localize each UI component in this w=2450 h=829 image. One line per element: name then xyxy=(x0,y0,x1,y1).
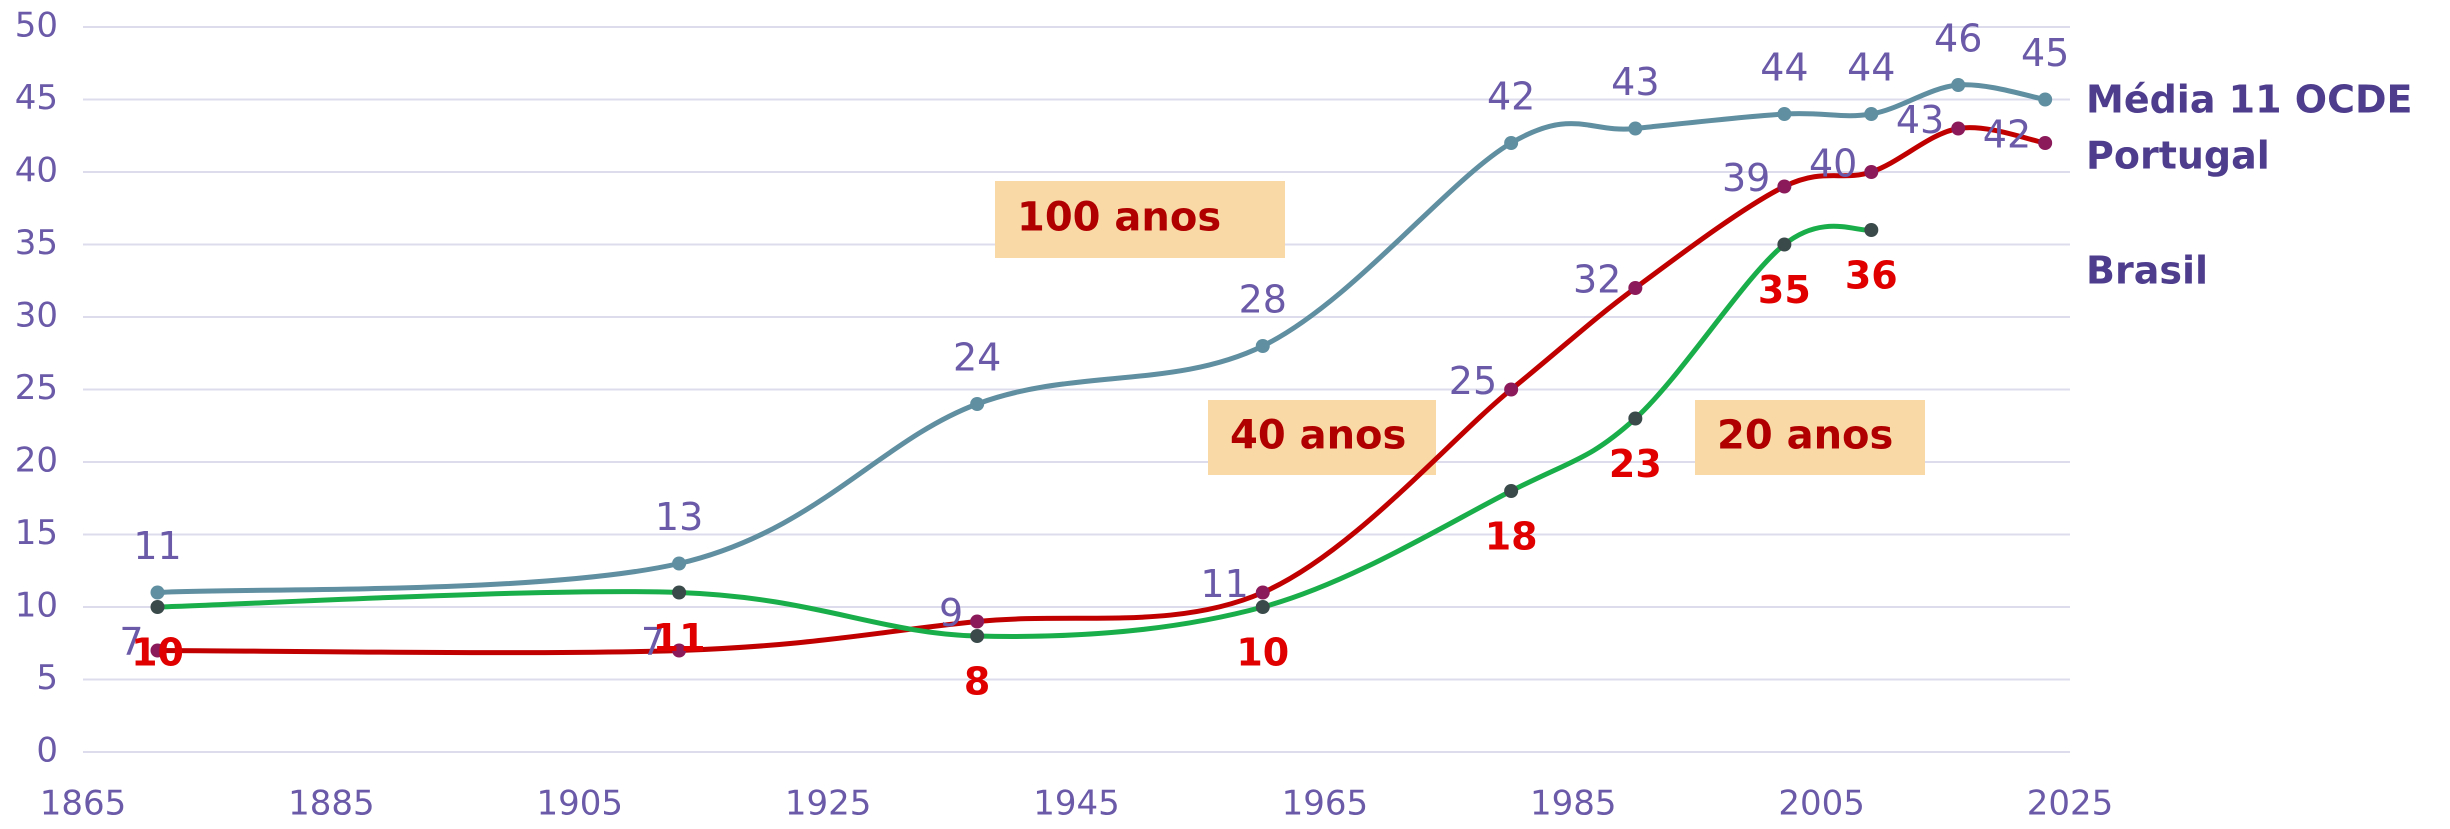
y-tick-label: 50 xyxy=(15,6,58,46)
y-tick-label: 45 xyxy=(15,78,58,118)
data-label: 23 xyxy=(1609,442,1662,486)
data-label: 9 xyxy=(939,591,963,635)
y-tick-label: 35 xyxy=(15,223,58,263)
data-label: 11 xyxy=(1200,562,1248,606)
marker xyxy=(970,397,985,411)
x-tick-label: 1865 xyxy=(40,784,127,824)
legend-label: Brasil xyxy=(2086,249,2208,293)
marker xyxy=(150,643,165,658)
y-tick-label: 20 xyxy=(15,441,58,481)
data-label: 28 xyxy=(1239,278,1287,322)
data-label: 40 xyxy=(1809,142,1857,186)
marker xyxy=(1255,600,1270,614)
marker xyxy=(1777,237,1792,252)
data-label: 7 xyxy=(119,620,143,664)
data-label: 45 xyxy=(2021,31,2069,75)
data-label: 10 xyxy=(1236,631,1289,675)
y-tick-label: 10 xyxy=(15,586,58,626)
data-label: 7 xyxy=(641,620,665,664)
annotation: 40 anos xyxy=(1230,413,1406,459)
data-label: 42 xyxy=(1487,75,1535,119)
y-tick-label: 40 xyxy=(15,151,58,191)
data-label: 13 xyxy=(655,495,703,539)
data-label: 11 xyxy=(133,524,181,568)
y-tick-label: 30 xyxy=(15,296,58,336)
legend-label: Média 11 OCDE xyxy=(2086,78,2413,122)
annotation-box xyxy=(995,181,1285,258)
y-tick-label: 5 xyxy=(36,658,58,698)
x-tick-label: 2025 xyxy=(2027,784,2114,824)
marker xyxy=(1255,585,1270,600)
marker xyxy=(970,614,985,629)
data-label: 39 xyxy=(1722,156,1770,200)
y-tick-label: 15 xyxy=(15,513,58,553)
annotation-box xyxy=(1208,400,1436,475)
data-label: 25 xyxy=(1449,359,1497,403)
marker xyxy=(1255,339,1270,353)
legend-label: Portugal xyxy=(2086,134,2270,178)
data-label: 10 xyxy=(131,631,184,675)
marker xyxy=(1777,107,1792,121)
marker xyxy=(1628,411,1643,426)
marker xyxy=(1864,165,1879,179)
y-tick-label: 0 xyxy=(36,731,58,771)
marker xyxy=(672,556,687,571)
x-tick-label: 1945 xyxy=(1033,784,1120,824)
x-tick-label: 1885 xyxy=(288,784,375,824)
data-label: 43 xyxy=(1896,98,1944,142)
annotation-box xyxy=(1695,400,1925,475)
annotation: 100 anos xyxy=(1017,195,1221,241)
x-tick-label: 2005 xyxy=(1778,784,1865,824)
marker xyxy=(672,643,687,658)
marker xyxy=(1777,179,1792,194)
marker xyxy=(1504,484,1519,498)
data-label: 18 xyxy=(1485,515,1538,559)
data-label: 11 xyxy=(653,616,706,660)
marker xyxy=(150,585,165,600)
y-tick-label: 25 xyxy=(15,368,58,408)
marker xyxy=(1628,281,1643,295)
data-label: 32 xyxy=(1573,258,1621,302)
marker xyxy=(1951,78,1966,92)
marker xyxy=(672,585,687,600)
data-label: 42 xyxy=(1983,113,2031,157)
data-label: 46 xyxy=(1934,17,1982,61)
marker xyxy=(2038,92,2053,107)
data-label: 35 xyxy=(1758,268,1811,312)
marker xyxy=(1951,121,1966,136)
data-label: 43 xyxy=(1611,60,1659,104)
data-label: 44 xyxy=(1760,46,1808,90)
x-tick-label: 1985 xyxy=(1530,784,1617,824)
data-label: 44 xyxy=(1847,46,1895,90)
data-label: 36 xyxy=(1845,254,1898,298)
x-tick-label: 1965 xyxy=(1282,784,1369,824)
marker xyxy=(150,600,165,614)
marker xyxy=(2038,136,2053,150)
x-tick-label: 1925 xyxy=(785,784,872,824)
x-tick-label: 1905 xyxy=(536,784,623,824)
marker xyxy=(1504,136,1519,150)
marker xyxy=(1628,121,1643,136)
marker xyxy=(970,629,985,643)
annotation: 20 anos xyxy=(1717,413,1893,459)
marker xyxy=(1504,382,1519,397)
marker xyxy=(1864,107,1879,121)
data-label: 8 xyxy=(964,660,990,704)
data-label: 24 xyxy=(953,336,1001,380)
marker xyxy=(1864,223,1879,237)
